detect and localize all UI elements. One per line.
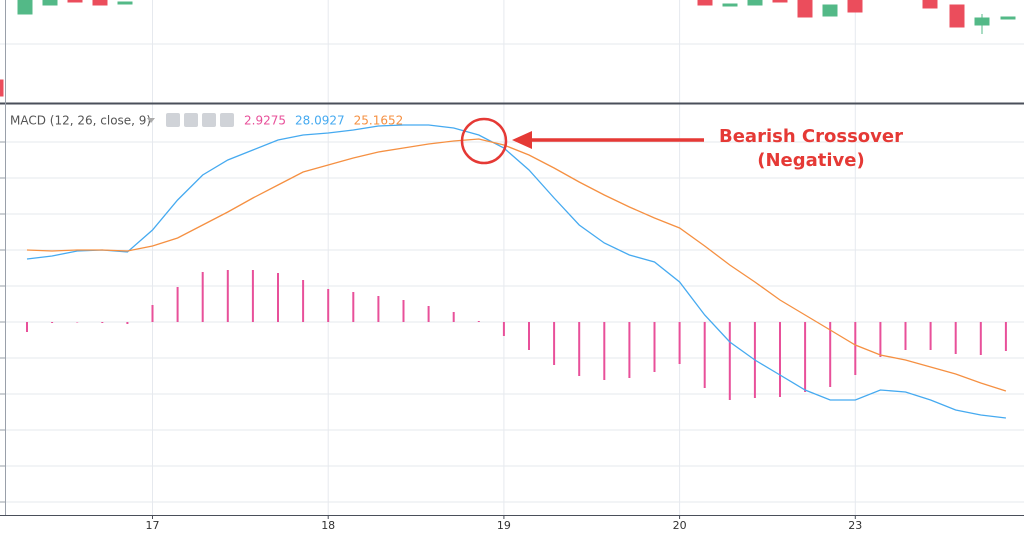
- histogram-bar: [377, 296, 380, 322]
- x-tick-label: 17: [146, 519, 160, 532]
- histogram-bar: [226, 270, 229, 322]
- histogram-bar: [352, 292, 355, 322]
- dropdown-icon[interactable]: [147, 118, 155, 123]
- price-pane: [0, 0, 1024, 105]
- histogram-bar: [728, 322, 731, 400]
- readout-value: 28.0927: [295, 114, 345, 128]
- histogram-bar: [502, 322, 505, 336]
- histogram-bar: [528, 322, 530, 350]
- x-tick-label: 23: [848, 519, 862, 532]
- histogram-bar: [427, 306, 430, 322]
- histogram-bar: [879, 322, 882, 357]
- histogram-bar: [954, 322, 957, 354]
- histogram-bar: [804, 322, 807, 392]
- macd-line: [26, 124, 1006, 419]
- histogram-bar: [151, 305, 154, 322]
- histogram-bar: [1004, 322, 1007, 351]
- x-tick-label: 19: [497, 519, 511, 532]
- histogram-bar: [703, 322, 706, 388]
- histogram-bar: [126, 322, 129, 324]
- histogram-bar: [101, 322, 104, 323]
- macd-line: [26, 138, 1007, 392]
- legend-buttons[interactable]: [166, 113, 234, 127]
- annotation-line: Bearish Crossover: [719, 126, 903, 147]
- histogram-bar: [452, 312, 455, 322]
- histogram-bar: [201, 272, 204, 322]
- histogram-bar: [251, 270, 254, 322]
- histogram-bar: [603, 322, 606, 380]
- histogram-bar: [854, 322, 857, 375]
- histogram-bar: [51, 322, 54, 323]
- readouts: 2.9275 28.0927 25.1652: [244, 114, 403, 128]
- histogram-bar: [76, 322, 79, 323]
- histogram-bar: [904, 322, 907, 350]
- histogram-bar: [327, 289, 330, 322]
- x-tick-label: 18: [321, 519, 335, 532]
- histogram-bar: [402, 300, 405, 322]
- histogram-bar: [678, 322, 681, 364]
- indicator-name: MACD (12, 26, close, 9): [10, 114, 151, 128]
- histogram-bar: [628, 322, 631, 378]
- histogram-bar: [277, 273, 279, 322]
- histogram-bar: [553, 322, 556, 365]
- histogram-bar: [779, 322, 781, 397]
- readout-value: 2.9275: [244, 114, 286, 128]
- histogram-bar: [979, 322, 982, 355]
- readout-value: 25.1652: [354, 114, 404, 128]
- grid: [0, 0, 1024, 515]
- histogram-bar: [26, 322, 28, 332]
- legend: MACD (12, 26, close, 9) 2.9275 28.0927 25.…: [10, 113, 403, 128]
- histogram-bar: [578, 322, 581, 376]
- x-tick-label: 20: [673, 519, 687, 532]
- macd-pane: [0, 124, 1007, 519]
- crossover-circle: [460, 117, 508, 165]
- annotation: Bearish Crossover (Negative): [460, 117, 903, 171]
- histogram-bar: [302, 280, 305, 322]
- histogram-bar: [829, 322, 832, 387]
- candles-up: [17, 0, 1016, 34]
- annotation-line: (Negative): [757, 150, 864, 171]
- histogram-bar: [477, 321, 480, 322]
- histogram-bar: [653, 322, 656, 372]
- arrow-head: [512, 131, 532, 149]
- candles-down: [0, 0, 965, 97]
- histogram-bar: [176, 287, 179, 322]
- histogram-bar: [929, 322, 932, 350]
